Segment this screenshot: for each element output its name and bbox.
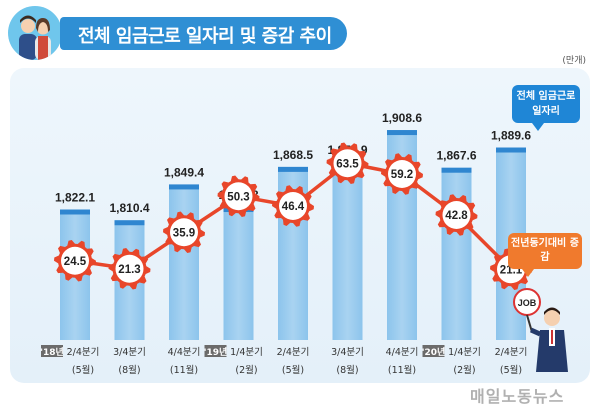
bar-value-label: 1,822.1 <box>55 191 95 205</box>
line-value-label: 21.3 <box>118 264 140 276</box>
bar-labels-layer: 1,822.11,810.41,849.41,824.81,868.51,873… <box>55 111 531 215</box>
year-tag: '20년 <box>422 346 446 358</box>
gears-layer: 24.521.335.950.346.463.559.242.821.1 <box>54 142 532 290</box>
line-value-label: 46.4 <box>282 201 305 213</box>
x-tick-month: (11월) <box>388 364 416 376</box>
year-tag: '18년 <box>40 346 64 358</box>
x-tick-month: (2월) <box>453 364 475 376</box>
line-value-label: 63.5 <box>336 158 359 170</box>
x-labels-layer: '18년 2/4분기(5월)3/4분기(8월)4/4분기(11월)'19년 1/4분… <box>40 345 527 376</box>
x-tick-month: (5월) <box>72 364 94 376</box>
bar <box>441 167 472 340</box>
bar-value-label: 1,810.4 <box>109 201 149 215</box>
x-tick-month: (2월) <box>235 364 257 376</box>
year-tag-bg <box>204 345 227 357</box>
bar-cap <box>114 220 145 226</box>
x-tick-quarter: 4/4분기 <box>386 347 419 358</box>
bar <box>223 207 254 340</box>
x-tick-quarter: 4/4분기 <box>168 347 201 358</box>
gear-hub <box>442 201 471 229</box>
bar-cap <box>278 166 308 172</box>
x-tick-month: (5월) <box>282 364 304 376</box>
gear-hub <box>115 254 144 283</box>
bar-cap <box>441 167 472 173</box>
bar <box>169 184 199 340</box>
x-tick-quarter: 3/4분기 <box>113 347 146 358</box>
gear-hub <box>224 182 253 211</box>
x-tick-quarter: 2/4분기 <box>495 347 528 358</box>
x-tick-quarter: 2/4분기 <box>67 347 100 358</box>
line-value-label: 59.2 <box>391 169 413 181</box>
line-value-label: 24.5 <box>64 256 87 268</box>
office-workers-svg <box>19 15 51 60</box>
legend-line-label: 전년동기대비 증감 <box>508 233 582 277</box>
bars-layer <box>60 130 526 340</box>
office-workers-icon <box>8 6 62 60</box>
x-tick-quarter: 2/4분기 <box>277 347 310 358</box>
line-value-label: 50.3 <box>227 191 249 203</box>
job-sign-person: JOB <box>513 288 568 372</box>
gear-hub <box>333 149 362 178</box>
x-tick-quarter: 1/4분기 <box>448 347 481 358</box>
x-tick-month: (8월) <box>118 364 140 376</box>
bar-value-label: 1,889.6 <box>491 129 531 143</box>
bar-value-label: 1,868.5 <box>273 148 313 162</box>
x-tick-month: (11월) <box>170 364 198 376</box>
bar-cap <box>496 147 526 153</box>
line-value-label: 35.9 <box>173 227 195 239</box>
gear-hub <box>170 218 198 247</box>
year-tag: '19년 <box>204 346 228 358</box>
gear-hub <box>388 160 416 188</box>
x-tick-quarter: 3/4분기 <box>331 347 364 358</box>
bar-value-label: 1,908.6 <box>382 111 422 125</box>
bar-cap <box>387 130 417 136</box>
x-tick-month: (5월) <box>500 364 522 376</box>
bar <box>332 161 363 340</box>
year-tag-bg <box>422 345 445 357</box>
line-value-label: 42.8 <box>445 210 468 222</box>
x-tick-month: (8월) <box>336 364 358 376</box>
bar-value-label: 1,867.6 <box>436 149 476 163</box>
gear-hub <box>279 192 307 220</box>
bar-cap <box>169 184 199 190</box>
year-tag-bg <box>41 345 63 357</box>
unit-label: (만개) <box>562 56 586 66</box>
watermark: 매일노동뉴스 <box>470 387 565 406</box>
bar-cap <box>60 209 90 215</box>
legend-bars-label: 전체 임금근로 일자리 <box>512 85 580 131</box>
title-banner <box>60 17 347 50</box>
page-title: 전체 임금근로 일자리 및 증감 추이 <box>78 26 332 47</box>
svg-text:JOB: JOB <box>518 298 537 308</box>
bar-value-label: 1,849.4 <box>164 165 204 179</box>
x-tick-quarter: 1/4분기 <box>230 347 263 358</box>
gear-hub <box>61 246 89 275</box>
